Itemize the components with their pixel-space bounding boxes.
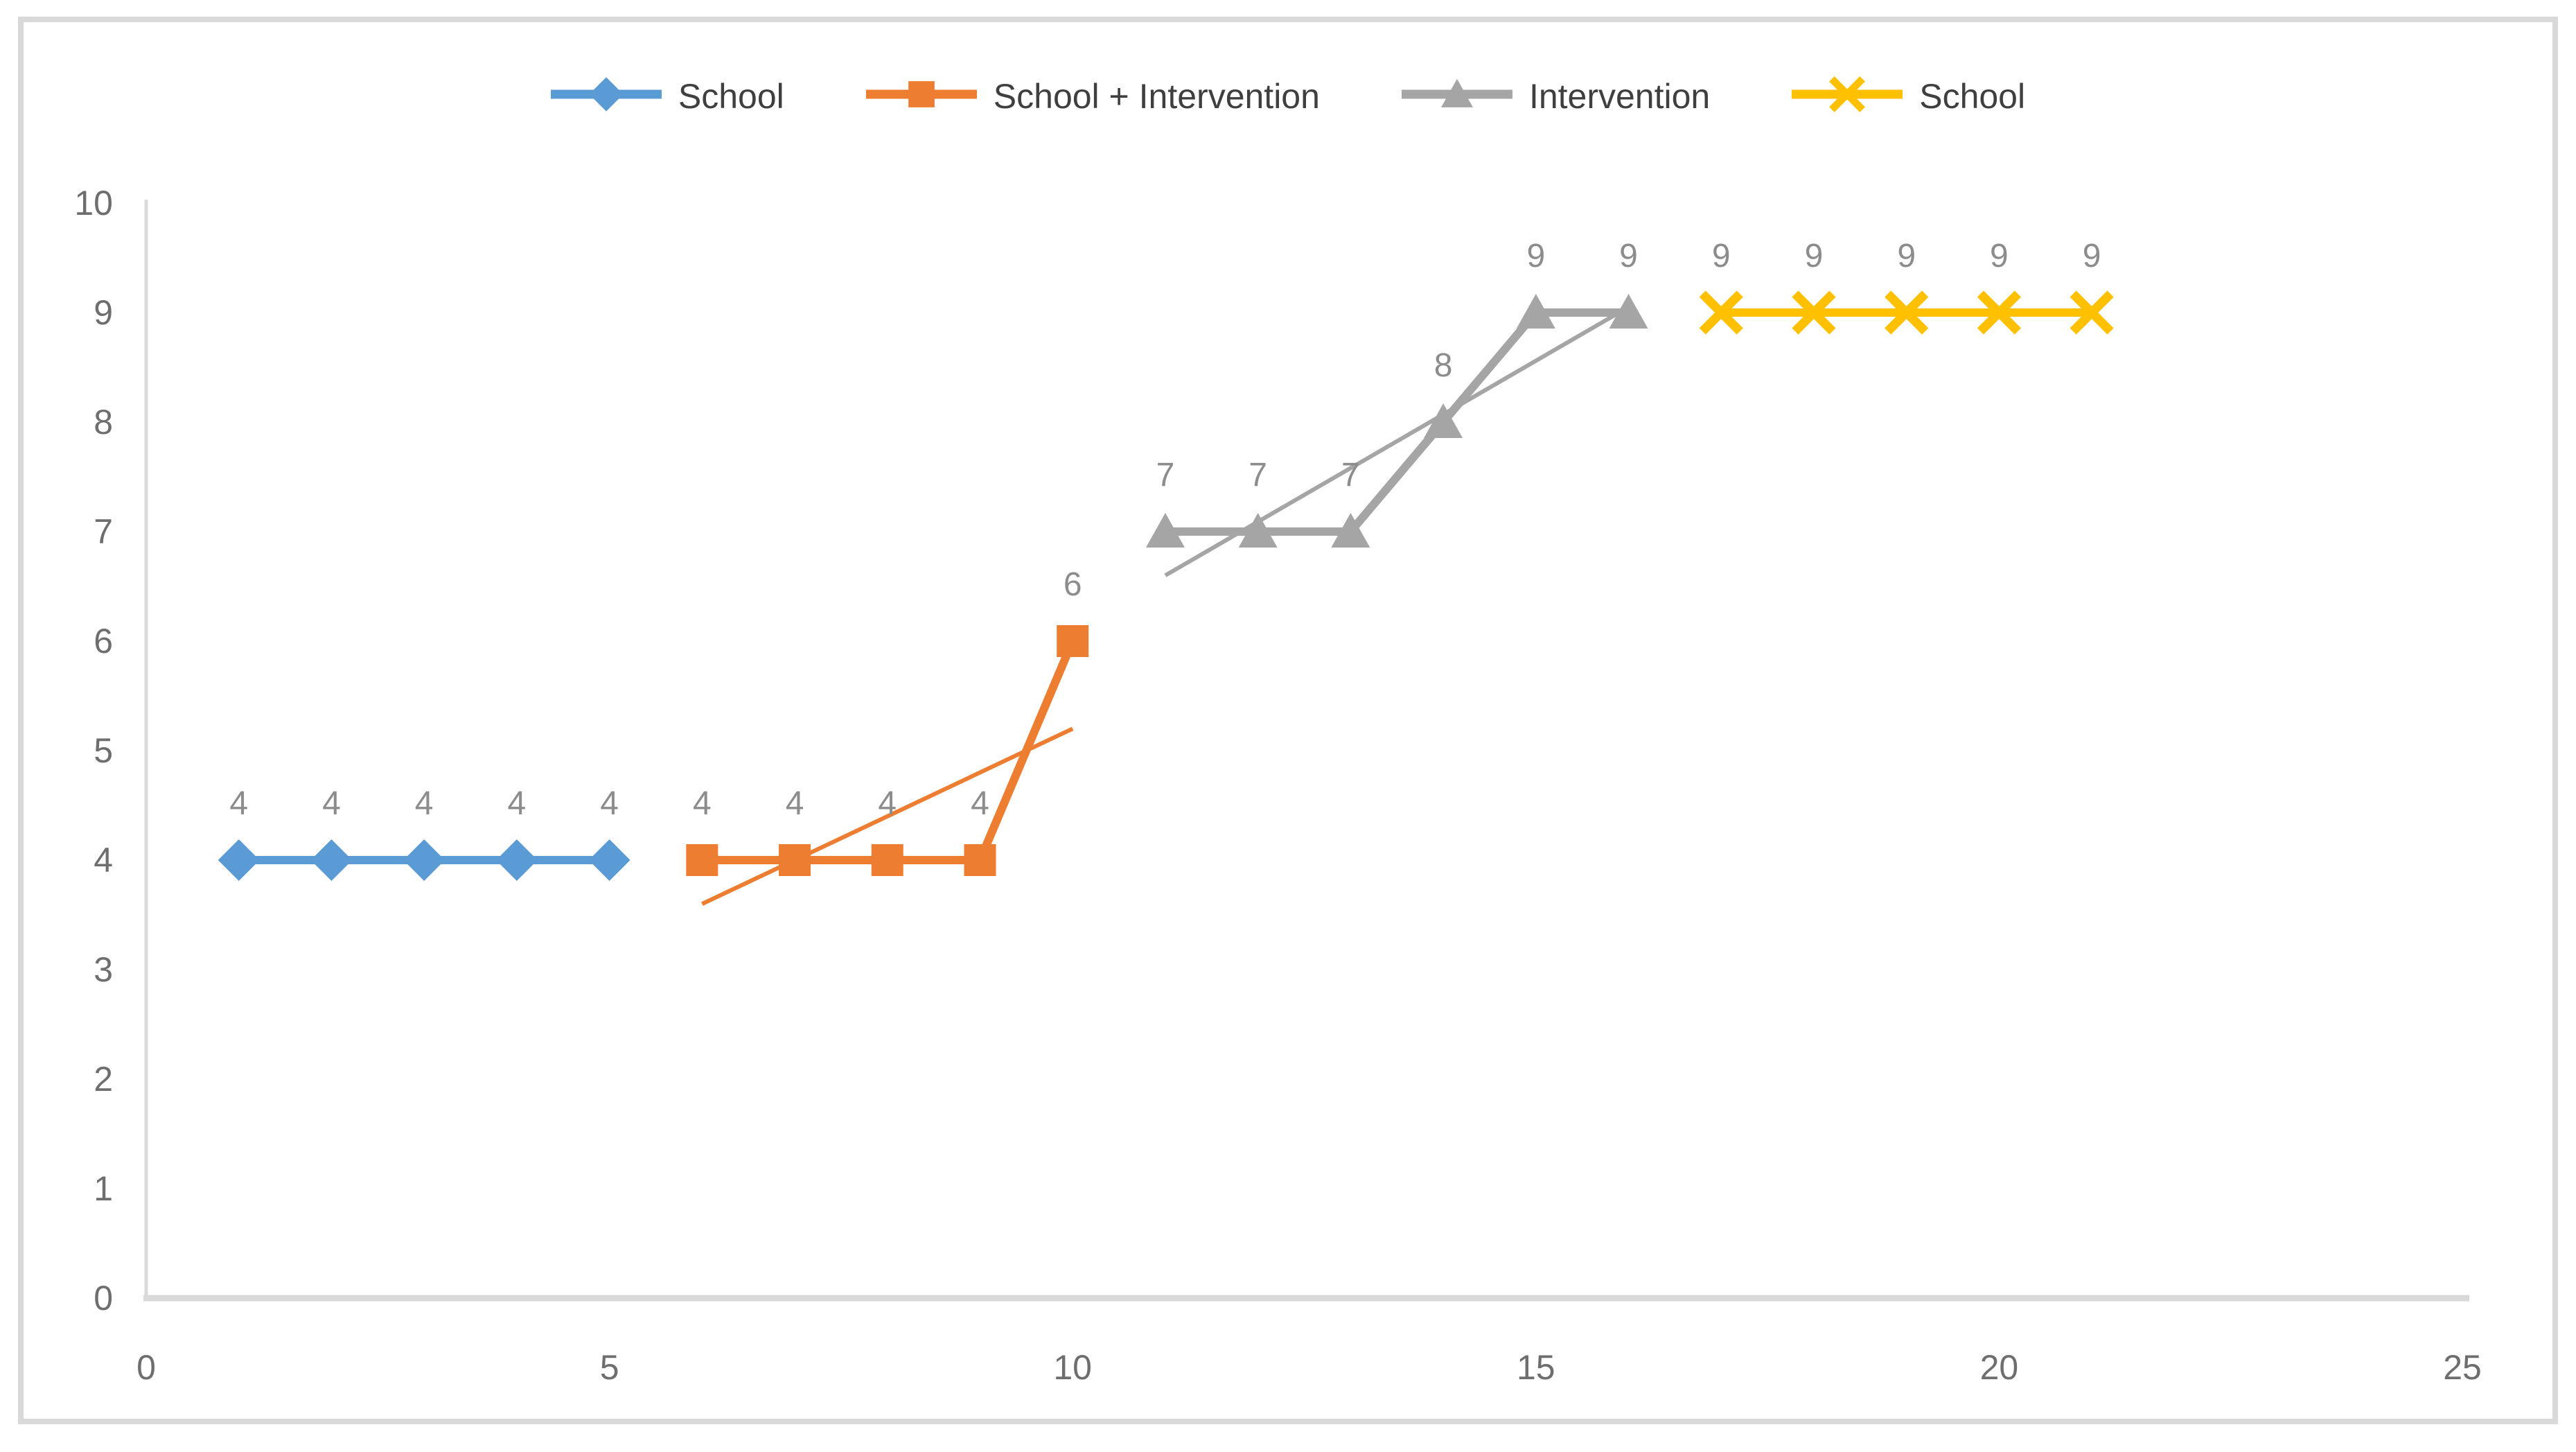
triangle-legend-icon <box>1401 72 1512 120</box>
data-label: 4 <box>229 785 248 822</box>
legend-item-label: School + Intervention <box>993 76 1320 116</box>
data-label: 9 <box>2083 238 2101 274</box>
square-marker <box>964 844 996 876</box>
data-label: 9 <box>1619 238 1638 274</box>
data-label: 6 <box>1064 566 1082 603</box>
x-tick-label: 0 <box>136 1348 156 1387</box>
legend-item-label: School <box>1919 76 2026 116</box>
square-marker <box>908 81 935 107</box>
x-marker <box>1829 76 1866 112</box>
square-marker <box>1057 625 1089 657</box>
triangle-marker <box>1238 513 1278 548</box>
legend-item-label: Intervention <box>1528 76 1711 116</box>
series-3-school[interactable] <box>1699 290 2114 335</box>
x-tick-label: 5 <box>600 1348 619 1387</box>
data-label: 9 <box>1526 238 1545 274</box>
y-tick-label: 10 <box>74 184 113 222</box>
y-tick-label: 6 <box>94 622 113 661</box>
square-legend-icon <box>865 72 977 120</box>
triangle-marker <box>1516 294 1555 329</box>
y-tick-label: 7 <box>94 512 113 551</box>
data-label: 7 <box>1249 457 1267 493</box>
x-marker <box>1885 290 1929 335</box>
data-label: 9 <box>1990 238 2009 274</box>
diamond-marker <box>218 839 260 881</box>
series-2-intervention[interactable] <box>1145 294 1648 577</box>
x-tick-label: 25 <box>2443 1348 2482 1387</box>
x-tick-label: 15 <box>1517 1348 1555 1387</box>
square-marker <box>779 844 811 876</box>
legend-item-2-intervention[interactable]: Intervention <box>1401 72 1711 120</box>
y-tick-label: 9 <box>94 293 113 332</box>
legend-item-1-school-intervention[interactable]: School + Intervention <box>865 72 1320 120</box>
triangle-marker <box>1424 403 1463 438</box>
triangle-marker <box>1331 513 1370 548</box>
legend-item-3-school[interactable]: School <box>1792 72 2025 120</box>
legend-item-label: School <box>678 76 784 116</box>
data-label: 4 <box>878 785 897 822</box>
legend: School School + Intervention Intervention S… <box>0 72 2576 120</box>
data-label: 4 <box>322 785 341 822</box>
y-tick-label: 4 <box>94 841 113 880</box>
series-1-school-intervention[interactable] <box>686 625 1089 906</box>
legend-item-0-school[interactable]: School <box>550 72 784 120</box>
series-0-school[interactable] <box>218 839 630 881</box>
data-label: 4 <box>786 785 804 822</box>
data-label: 9 <box>1805 238 1824 274</box>
data-label: 9 <box>1712 238 1731 274</box>
diamond-marker <box>403 839 445 881</box>
triangle-marker <box>1609 294 1648 329</box>
data-label: 8 <box>1434 347 1453 384</box>
diamond-legend-icon <box>550 72 662 120</box>
x-marker <box>1977 290 2021 335</box>
y-tick-label: 5 <box>94 731 113 770</box>
y-tick-label: 2 <box>94 1060 113 1099</box>
data-label: 4 <box>693 785 712 822</box>
x-marker <box>2070 290 2114 335</box>
data-label: 4 <box>971 785 989 822</box>
data-label: 9 <box>1897 238 1916 274</box>
square-marker <box>686 844 718 876</box>
diamond-marker <box>495 839 538 881</box>
diamond-marker <box>589 77 624 112</box>
y-tick-label: 1 <box>94 1169 113 1208</box>
y-tick-label: 0 <box>94 1279 113 1318</box>
y-tick-label: 8 <box>94 403 113 441</box>
triangle-marker <box>1145 513 1185 548</box>
diamond-marker <box>588 839 630 881</box>
data-label: 4 <box>415 785 434 822</box>
x-marker <box>1699 290 1743 335</box>
y-tick-label: 3 <box>94 950 113 989</box>
diamond-marker <box>310 839 353 881</box>
data-label: 7 <box>1341 457 1360 493</box>
x-legend-icon <box>1792 72 1903 120</box>
trendline <box>701 726 1074 906</box>
square-marker <box>871 844 903 876</box>
x-tick-label: 10 <box>1053 1348 1092 1387</box>
trendline <box>1164 305 1630 577</box>
data-label: 7 <box>1156 457 1175 493</box>
x-tick-label: 20 <box>1980 1348 2019 1387</box>
triangle-marker <box>1440 78 1473 107</box>
data-label: 4 <box>508 785 527 822</box>
data-label: 4 <box>600 785 619 822</box>
series-line <box>702 639 1077 864</box>
x-marker <box>1792 290 1836 335</box>
